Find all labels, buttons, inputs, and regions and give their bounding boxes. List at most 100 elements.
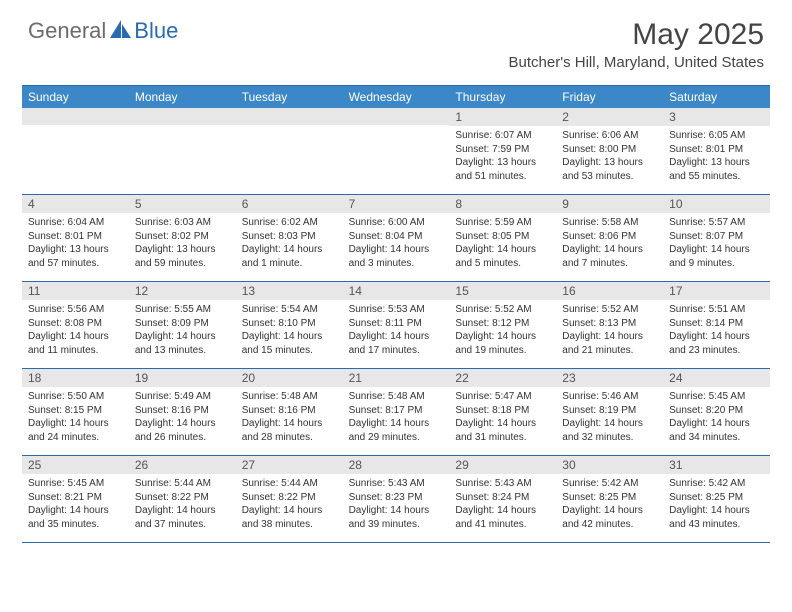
page-header: General Blue May 2025 Butcher's Hill, Ma… <box>0 0 792 79</box>
calendar-cell: 9Sunrise: 5:58 AMSunset: 8:06 PMDaylight… <box>556 195 663 281</box>
calendar-cell: 16Sunrise: 5:52 AMSunset: 8:13 PMDayligh… <box>556 282 663 368</box>
sunrise-text: Sunrise: 5:52 AM <box>455 303 550 317</box>
calendar-cell: 4Sunrise: 6:04 AMSunset: 8:01 PMDaylight… <box>22 195 129 281</box>
calendar-cell <box>236 108 343 194</box>
day-number: 26 <box>129 456 236 474</box>
day-number: 13 <box>236 282 343 300</box>
calendar-cell: 15Sunrise: 5:52 AMSunset: 8:12 PMDayligh… <box>449 282 556 368</box>
logo-text-blue: Blue <box>134 18 178 44</box>
week-row: 25Sunrise: 5:45 AMSunset: 8:21 PMDayligh… <box>22 456 770 543</box>
day-number: 4 <box>22 195 129 213</box>
sunset-text: Sunset: 8:25 PM <box>562 491 657 505</box>
day-header-mon: Monday <box>129 86 236 108</box>
calendar-cell: 27Sunrise: 5:44 AMSunset: 8:22 PMDayligh… <box>236 456 343 542</box>
daylight-text: Daylight: 13 hours and 57 minutes. <box>28 243 123 270</box>
sunset-text: Sunset: 8:01 PM <box>669 143 764 157</box>
sunset-text: Sunset: 8:09 PM <box>135 317 230 331</box>
day-number: 1 <box>449 108 556 126</box>
daylight-text: Daylight: 13 hours and 51 minutes. <box>455 156 550 183</box>
sunset-text: Sunset: 8:10 PM <box>242 317 337 331</box>
sunset-text: Sunset: 8:03 PM <box>242 230 337 244</box>
sunset-text: Sunset: 8:17 PM <box>349 404 444 418</box>
day-details: Sunrise: 5:47 AMSunset: 8:18 PMDaylight:… <box>449 387 556 448</box>
calendar-cell: 3Sunrise: 6:05 AMSunset: 8:01 PMDaylight… <box>663 108 770 194</box>
sunrise-text: Sunrise: 6:03 AM <box>135 216 230 230</box>
sunset-text: Sunset: 8:08 PM <box>28 317 123 331</box>
logo-sail-icon <box>110 20 132 38</box>
sunrise-text: Sunrise: 5:56 AM <box>28 303 123 317</box>
calendar-cell: 25Sunrise: 5:45 AMSunset: 8:21 PMDayligh… <box>22 456 129 542</box>
daylight-text: Daylight: 13 hours and 59 minutes. <box>135 243 230 270</box>
sunrise-text: Sunrise: 6:05 AM <box>669 129 764 143</box>
calendar-cell: 7Sunrise: 6:00 AMSunset: 8:04 PMDaylight… <box>343 195 450 281</box>
sunrise-text: Sunrise: 5:55 AM <box>135 303 230 317</box>
daylight-text: Daylight: 14 hours and 21 minutes. <box>562 330 657 357</box>
sunset-text: Sunset: 8:25 PM <box>669 491 764 505</box>
day-details: Sunrise: 5:54 AMSunset: 8:10 PMDaylight:… <box>236 300 343 361</box>
daylight-text: Daylight: 13 hours and 53 minutes. <box>562 156 657 183</box>
calendar-cell: 5Sunrise: 6:03 AMSunset: 8:02 PMDaylight… <box>129 195 236 281</box>
calendar-cell <box>343 108 450 194</box>
day-details: Sunrise: 6:00 AMSunset: 8:04 PMDaylight:… <box>343 213 450 274</box>
day-header-fri: Friday <box>556 86 663 108</box>
daylight-text: Daylight: 14 hours and 9 minutes. <box>669 243 764 270</box>
day-details: Sunrise: 5:51 AMSunset: 8:14 PMDaylight:… <box>663 300 770 361</box>
day-details: Sunrise: 5:56 AMSunset: 8:08 PMDaylight:… <box>22 300 129 361</box>
calendar-cell: 30Sunrise: 5:42 AMSunset: 8:25 PMDayligh… <box>556 456 663 542</box>
day-header-sun: Sunday <box>22 86 129 108</box>
sunset-text: Sunset: 7:59 PM <box>455 143 550 157</box>
weeks-container: 1Sunrise: 6:07 AMSunset: 7:59 PMDaylight… <box>22 108 770 543</box>
daylight-text: Daylight: 14 hours and 19 minutes. <box>455 330 550 357</box>
day-number: 6 <box>236 195 343 213</box>
sunrise-text: Sunrise: 5:43 AM <box>455 477 550 491</box>
day-number: 15 <box>449 282 556 300</box>
day-number: 8 <box>449 195 556 213</box>
sunrise-text: Sunrise: 5:48 AM <box>349 390 444 404</box>
day-details: Sunrise: 6:07 AMSunset: 7:59 PMDaylight:… <box>449 126 556 187</box>
day-number: 20 <box>236 369 343 387</box>
sunrise-text: Sunrise: 5:43 AM <box>349 477 444 491</box>
sunrise-text: Sunrise: 5:50 AM <box>28 390 123 404</box>
daylight-text: Daylight: 14 hours and 42 minutes. <box>562 504 657 531</box>
day-details: Sunrise: 5:45 AMSunset: 8:20 PMDaylight:… <box>663 387 770 448</box>
daylight-text: Daylight: 14 hours and 3 minutes. <box>349 243 444 270</box>
week-row: 4Sunrise: 6:04 AMSunset: 8:01 PMDaylight… <box>22 195 770 282</box>
daylight-text: Daylight: 14 hours and 32 minutes. <box>562 417 657 444</box>
sunrise-text: Sunrise: 5:57 AM <box>669 216 764 230</box>
day-details: Sunrise: 5:43 AMSunset: 8:23 PMDaylight:… <box>343 474 450 535</box>
day-number: 19 <box>129 369 236 387</box>
calendar-cell: 2Sunrise: 6:06 AMSunset: 8:00 PMDaylight… <box>556 108 663 194</box>
day-details: Sunrise: 6:03 AMSunset: 8:02 PMDaylight:… <box>129 213 236 274</box>
sunset-text: Sunset: 8:13 PM <box>562 317 657 331</box>
day-number <box>129 108 236 125</box>
sunset-text: Sunset: 8:05 PM <box>455 230 550 244</box>
sunrise-text: Sunrise: 6:06 AM <box>562 129 657 143</box>
calendar-cell: 29Sunrise: 5:43 AMSunset: 8:24 PMDayligh… <box>449 456 556 542</box>
sunset-text: Sunset: 8:16 PM <box>135 404 230 418</box>
day-details: Sunrise: 5:46 AMSunset: 8:19 PMDaylight:… <box>556 387 663 448</box>
sunrise-text: Sunrise: 5:58 AM <box>562 216 657 230</box>
week-row: 18Sunrise: 5:50 AMSunset: 8:15 PMDayligh… <box>22 369 770 456</box>
calendar-cell: 26Sunrise: 5:44 AMSunset: 8:22 PMDayligh… <box>129 456 236 542</box>
day-number: 3 <box>663 108 770 126</box>
day-number: 7 <box>343 195 450 213</box>
daylight-text: Daylight: 14 hours and 28 minutes. <box>242 417 337 444</box>
sunrise-text: Sunrise: 6:04 AM <box>28 216 123 230</box>
daylight-text: Daylight: 14 hours and 29 minutes. <box>349 417 444 444</box>
day-details: Sunrise: 6:05 AMSunset: 8:01 PMDaylight:… <box>663 126 770 187</box>
daylight-text: Daylight: 14 hours and 37 minutes. <box>135 504 230 531</box>
calendar: Sunday Monday Tuesday Wednesday Thursday… <box>22 85 770 543</box>
week-row: 1Sunrise: 6:07 AMSunset: 7:59 PMDaylight… <box>22 108 770 195</box>
day-number: 23 <box>556 369 663 387</box>
calendar-cell: 23Sunrise: 5:46 AMSunset: 8:19 PMDayligh… <box>556 369 663 455</box>
daylight-text: Daylight: 14 hours and 15 minutes. <box>242 330 337 357</box>
sunset-text: Sunset: 8:02 PM <box>135 230 230 244</box>
calendar-cell: 6Sunrise: 6:02 AMSunset: 8:03 PMDaylight… <box>236 195 343 281</box>
calendar-cell: 21Sunrise: 5:48 AMSunset: 8:17 PMDayligh… <box>343 369 450 455</box>
sunrise-text: Sunrise: 5:47 AM <box>455 390 550 404</box>
day-header-row: Sunday Monday Tuesday Wednesday Thursday… <box>22 86 770 108</box>
sunrise-text: Sunrise: 5:48 AM <box>242 390 337 404</box>
daylight-text: Daylight: 14 hours and 1 minute. <box>242 243 337 270</box>
sunset-text: Sunset: 8:04 PM <box>349 230 444 244</box>
sunrise-text: Sunrise: 5:52 AM <box>562 303 657 317</box>
